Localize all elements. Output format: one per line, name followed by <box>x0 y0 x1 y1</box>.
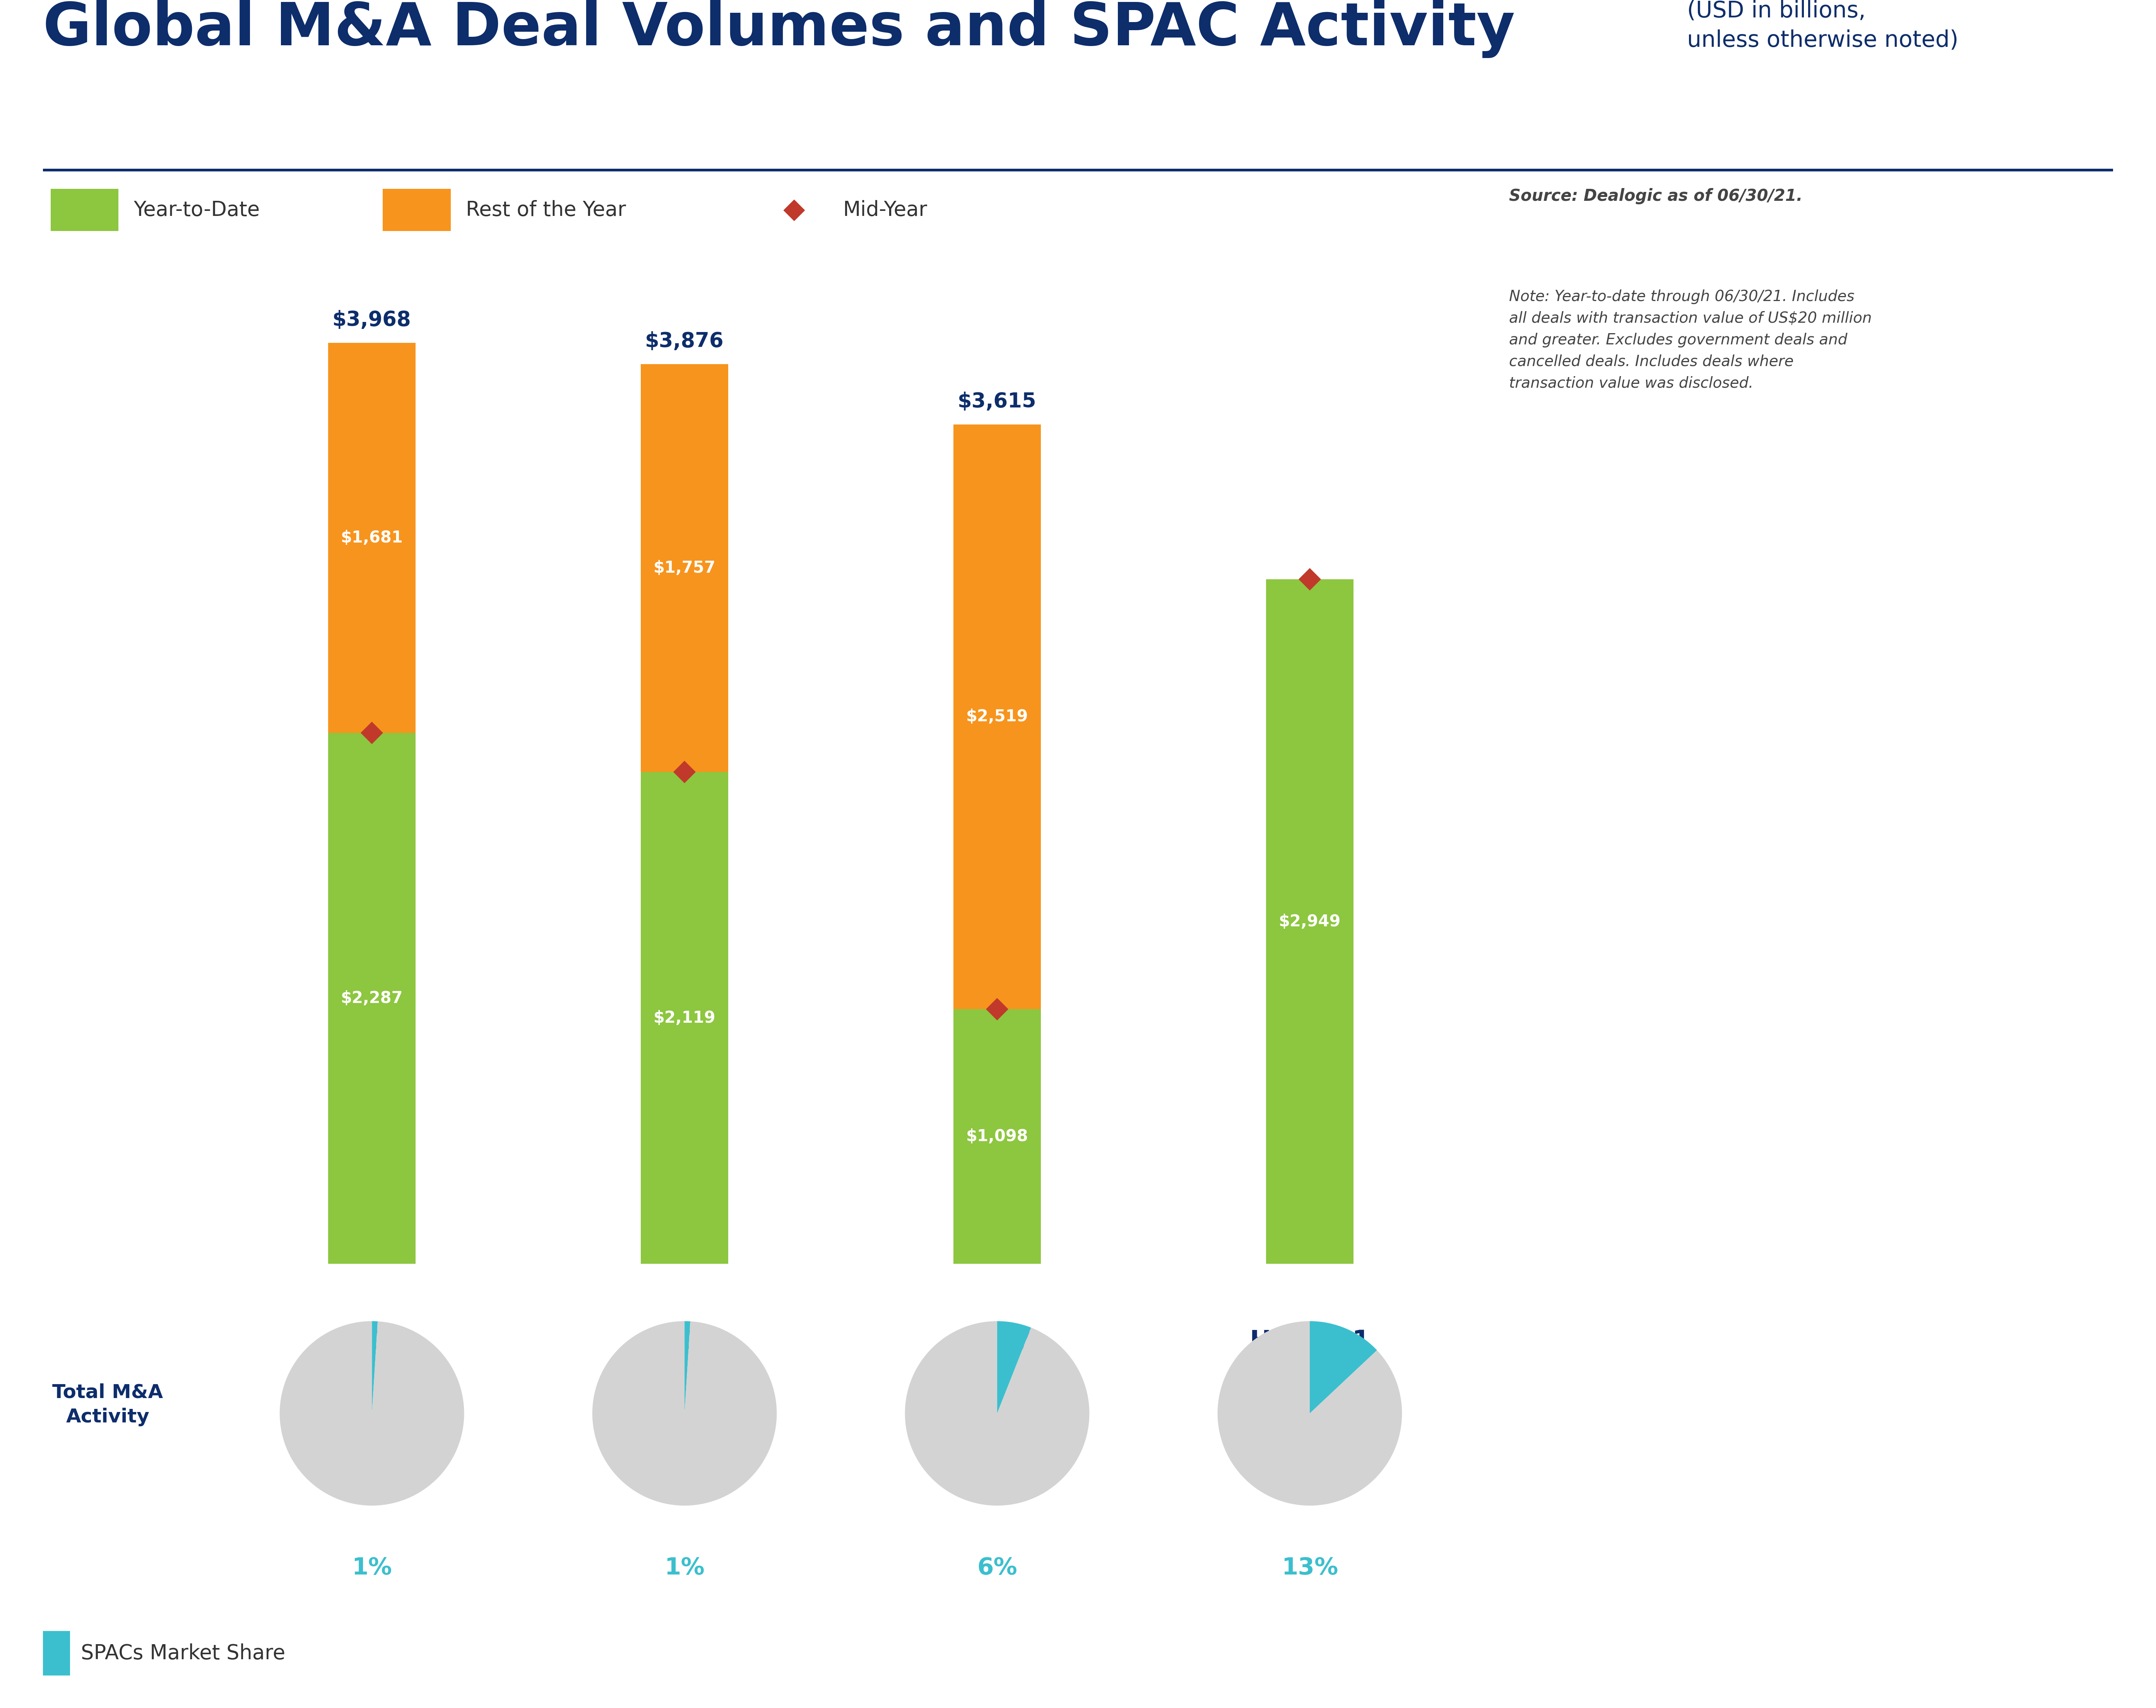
Text: $2,287: $2,287 <box>341 991 403 1006</box>
Text: 13%: 13% <box>1281 1556 1339 1580</box>
Wedge shape <box>371 1322 377 1414</box>
Text: 6%: 6% <box>977 1556 1018 1580</box>
Text: 2018: 2018 <box>336 1329 407 1354</box>
Text: 2019: 2019 <box>649 1329 720 1354</box>
Text: Year-to-Date: Year-to-Date <box>134 200 261 220</box>
Wedge shape <box>280 1322 464 1505</box>
Text: SPACs Market Share: SPACs Market Share <box>82 1643 285 1664</box>
Text: $2,949: $2,949 <box>1279 914 1341 929</box>
Bar <box>328 343 416 733</box>
Wedge shape <box>683 1322 690 1414</box>
Text: 1%: 1% <box>351 1556 392 1580</box>
Text: 2020: 2020 <box>962 1329 1033 1354</box>
Bar <box>953 424 1041 1009</box>
Text: $3,968: $3,968 <box>332 309 412 330</box>
FancyBboxPatch shape <box>382 190 451 231</box>
Wedge shape <box>1309 1322 1378 1414</box>
Text: $1,757: $1,757 <box>653 560 716 576</box>
Wedge shape <box>996 1322 1031 1414</box>
Wedge shape <box>593 1322 776 1505</box>
Text: $1,681: $1,681 <box>341 529 403 547</box>
Text: 1%: 1% <box>664 1556 705 1580</box>
Text: Global M&A Deal Volumes and SPAC Activity: Global M&A Deal Volumes and SPAC Activit… <box>43 0 1516 58</box>
Bar <box>1266 579 1354 1264</box>
Bar <box>328 733 416 1264</box>
Text: (USD in billions,
unless otherwise noted): (USD in billions, unless otherwise noted… <box>1686 0 1958 51</box>
Bar <box>640 364 729 772</box>
Text: Source: Dealogic as of 06/30/21.: Source: Dealogic as of 06/30/21. <box>1509 188 1802 205</box>
Text: $3,876: $3,876 <box>645 331 724 352</box>
Wedge shape <box>906 1322 1089 1505</box>
Text: Mid-Year: Mid-Year <box>843 200 927 220</box>
Text: $2,119: $2,119 <box>653 1009 716 1027</box>
Text: $2,519: $2,519 <box>966 709 1028 724</box>
Text: Note: Year-to-date through 06/30/21. Includes
all deals with transaction value o: Note: Year-to-date through 06/30/21. Inc… <box>1509 289 1871 391</box>
FancyBboxPatch shape <box>52 190 119 231</box>
Text: Rest of the Year: Rest of the Year <box>466 200 625 220</box>
Text: $1,098: $1,098 <box>966 1129 1028 1144</box>
Text: Total M&A
Activity: Total M&A Activity <box>52 1383 164 1426</box>
Text: H1 2021: H1 2021 <box>1250 1329 1369 1354</box>
Wedge shape <box>1218 1322 1401 1505</box>
Bar <box>953 1009 1041 1264</box>
FancyBboxPatch shape <box>43 1631 69 1676</box>
Bar <box>640 772 729 1264</box>
Text: $3,615: $3,615 <box>957 391 1037 412</box>
